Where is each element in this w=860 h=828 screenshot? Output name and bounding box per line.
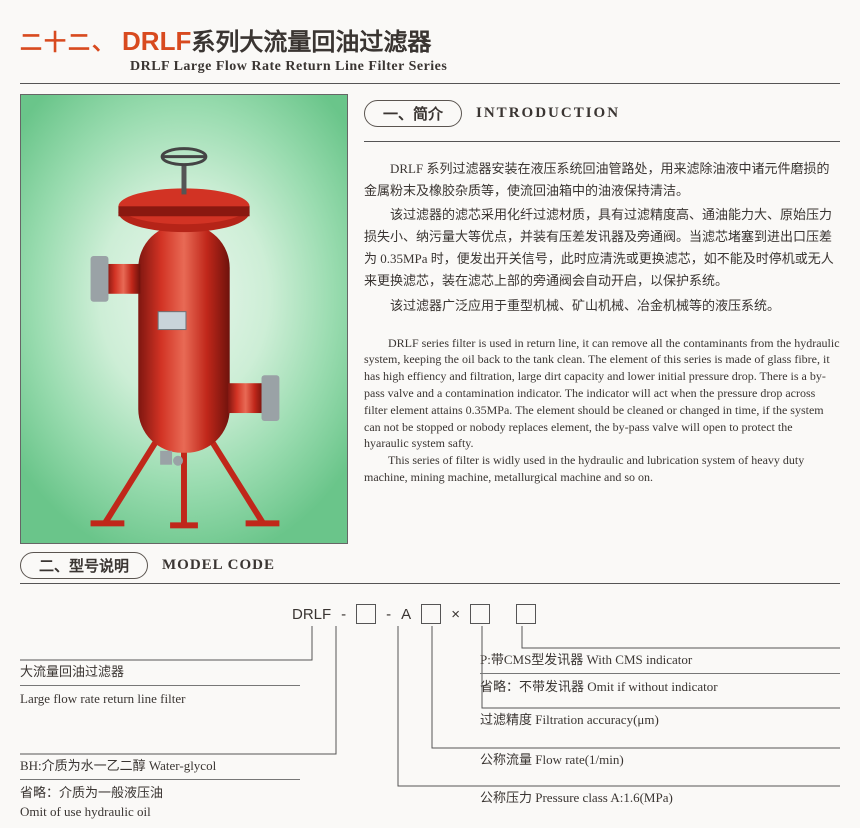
lr4-cn: 公称压力 Pressure class A:1.6(MPa) (480, 788, 840, 808)
top-area: 一、简介 INTRODUCTION DRLF 系列过滤器安装在液压系统回油管路处… (0, 84, 860, 544)
ll2-cn2: 省略：介质为一般液压油 (20, 783, 300, 803)
intro-cn-p2: 该过滤器的滤芯采用化纤过滤材质，具有过滤精度高、通油能力大、原始压力损失小、纳污… (364, 204, 840, 292)
title-prefix: DRLF (122, 26, 191, 56)
legend-right-2: 过滤精度 Filtration accuracy(μm) (480, 710, 840, 730)
intro-en-p1: DRLF series filter is used in return lin… (364, 335, 840, 453)
intro-cn-p1: DRLF 系列过滤器安装在液压系统回油管路处，用来滤除油液中诸元件磨损的金属粉末… (364, 158, 840, 202)
mc-pill-en: MODEL CODE (162, 557, 275, 574)
section-number: 二十二、 (20, 25, 116, 57)
mc-pill-cn: 二、型号说明 (20, 552, 148, 579)
title-en: DRLF Large Flow Rate Return Line Filter … (130, 59, 840, 75)
legend-right-3: 公称流量 Flow rate(1/min) (480, 750, 840, 770)
ll1-en: Large flow rate return line filter (20, 689, 300, 709)
intro-cn-p3: 该过滤器广泛应用于重型机械、矿山机械、冶金机械等的液压系统。 (364, 295, 840, 317)
ll2-cn: BH:介质为水一乙二醇 Water-glycol (20, 756, 300, 776)
legend-left-1: 大流量回油过滤器 Large flow rate return line fil… (20, 662, 300, 708)
lr3-cn: 公称流量 Flow rate(1/min) (480, 750, 840, 770)
ll2-en: Omit of use hydraulic oil (20, 802, 300, 822)
intro-pill-en: INTRODUCTION (476, 105, 620, 122)
intro-rule (364, 141, 840, 142)
legend-right-4: 公称压力 Pressure class A:1.6(MPa) (480, 788, 840, 808)
model-code-diagram: DRLF - - A × 大流量回油过滤器 Large flow rate re… (20, 598, 840, 828)
legend-left-2: BH:介质为水一乙二醇 Water-glycol 省略：介质为一般液压油 Omi… (20, 756, 300, 822)
ll1-cn: 大流量回油过滤器 (20, 662, 300, 682)
intro-heading: 一、简介 INTRODUCTION (364, 100, 840, 127)
intro-pill-cn: 一、简介 (364, 100, 462, 127)
intro-en-p2: This series of filter is widly used in t… (364, 452, 840, 486)
lr1-cn2: 省略：不带发讯器 Omit if without indicator (480, 677, 840, 697)
title-cn-rest: 系列大流量回油过滤器 (191, 30, 431, 56)
introduction-column: 一、简介 INTRODUCTION DRLF 系列过滤器安装在液压系统回油管路处… (364, 94, 840, 544)
title-row: 二十二、 DRLF系列大流量回油过滤器 (20, 22, 840, 57)
filter-illustration (21, 95, 347, 542)
intro-en: DRLF series filter is used in return lin… (364, 335, 840, 486)
lr1-cn: P:带CMS型发讯器 With CMS indicator (480, 650, 840, 670)
model-code-heading: 二、型号说明 MODEL CODE (0, 544, 860, 579)
product-photo (20, 94, 348, 544)
page-header: 二十二、 DRLF系列大流量回油过滤器 DRLF Large Flow Rate… (0, 0, 860, 79)
lr2-cn: 过滤精度 Filtration accuracy(μm) (480, 710, 840, 730)
title-cn: DRLF系列大流量回油过滤器 (122, 22, 431, 57)
mc-rule (20, 583, 840, 584)
legend-right-1: P:带CMS型发讯器 With CMS indicator 省略：不带发讯器 O… (480, 650, 840, 696)
